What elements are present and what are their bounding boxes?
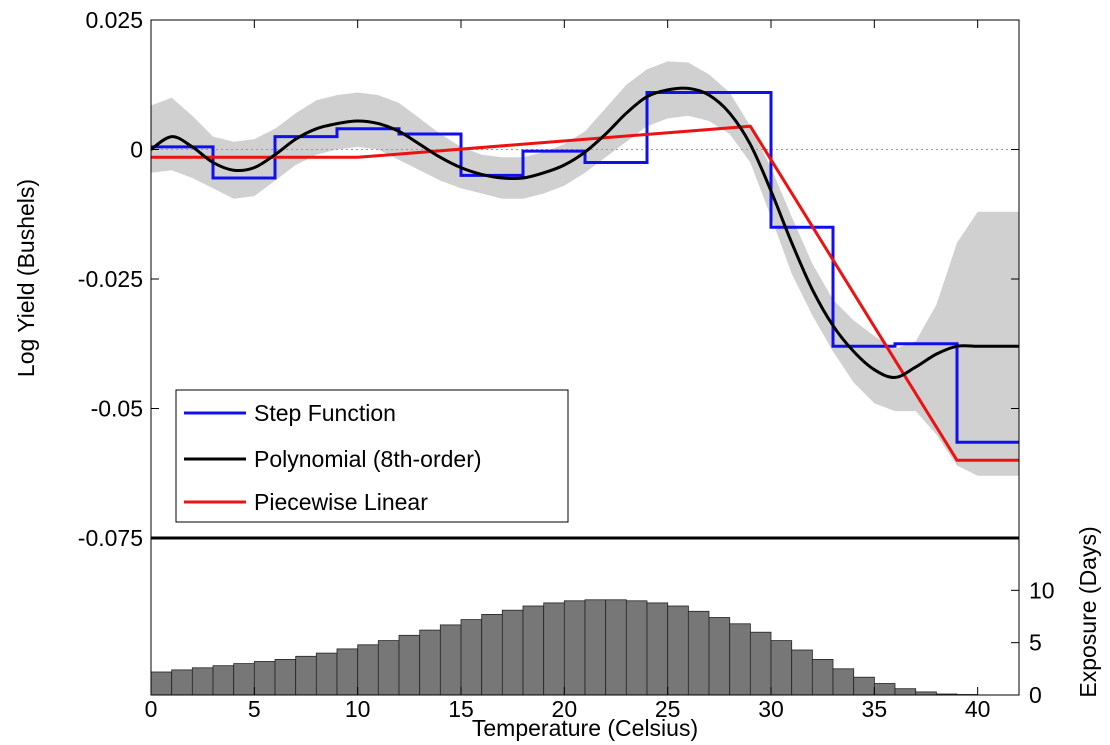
series-step-function <box>151 91 1019 444</box>
x-tick-label: 40 <box>965 696 991 722</box>
exposure-panel: 0 5 10 Exposure (Days) 0 5 10 15 20 25 30 35 40 Te… <box>145 20 1101 741</box>
yield-panel: 0.025 0 -0.025 -0.05 -0.075 Log Yield (Bushe… <box>13 7 1020 551</box>
exposure-bar <box>295 655 317 696</box>
exposure-tick-label: 0 <box>1029 682 1042 708</box>
exposure-bar <box>894 688 917 696</box>
exposure-tick-label: 5 <box>1029 630 1042 656</box>
exposure-bar <box>853 676 875 696</box>
exposure-bar <box>687 610 710 696</box>
x-tick-label: 10 <box>345 696 371 722</box>
y-tick-label: 0.025 <box>85 7 143 33</box>
exposure-y-tick-layer: 0 5 10 <box>1011 577 1055 708</box>
series-layer <box>151 86 1019 462</box>
exposure-bar <box>481 614 503 696</box>
exposure-bar <box>233 663 255 696</box>
exposure-bar <box>646 602 669 696</box>
x-tick-layer: 0 5 10 15 20 25 30 35 40 <box>145 20 991 722</box>
x-tick-label: 30 <box>758 696 784 722</box>
exposure-bar <box>605 599 627 696</box>
y-tick-label: -0.075 <box>78 525 143 551</box>
confidence-band-layer <box>151 61 1019 476</box>
x-tick-label: 5 <box>248 696 261 722</box>
exposure-bar <box>749 631 772 696</box>
exposure-axis-label: Exposure (Days) <box>1075 526 1101 697</box>
exposure-bar <box>729 623 751 696</box>
exposure-bar <box>811 659 834 696</box>
series-polynomial <box>151 86 1019 379</box>
exposure-bar <box>832 668 855 696</box>
legend-label-linear: Piecewise Linear <box>254 489 428 515</box>
exposure-bar <box>770 640 793 696</box>
exposure-bar <box>501 609 524 696</box>
exposure-bar <box>191 667 214 696</box>
exposure-bar-layer <box>150 599 979 696</box>
exposure-bar <box>563 600 586 696</box>
exposure-bar <box>708 617 731 696</box>
y-tick-label: 0 <box>130 137 143 163</box>
x-tick-label: 35 <box>862 696 888 722</box>
exposure-bar <box>315 652 338 696</box>
exposure-bar <box>357 644 379 696</box>
legend-label-step: Step Function <box>254 400 396 426</box>
x-tick-label: 15 <box>448 696 474 722</box>
y-axis-label: Log Yield (Bushels) <box>13 179 39 377</box>
y-tick-label: -0.05 <box>91 396 143 422</box>
x-tick-label: 25 <box>655 696 681 722</box>
exposure-tick-label: 10 <box>1029 577 1055 603</box>
exposure-bar <box>460 619 483 696</box>
exposure-bar <box>419 629 441 696</box>
exposure-bar <box>336 648 359 696</box>
x-tick-label: 0 <box>145 696 158 722</box>
x-tick-label: 20 <box>552 696 578 722</box>
legend-label-polynomial: Polynomial (8th-order) <box>254 446 482 472</box>
exposure-bar <box>398 634 421 696</box>
exposure-bar <box>625 600 648 696</box>
exposure-bar <box>873 683 896 696</box>
exposure-bar <box>253 661 276 696</box>
exposure-bar <box>171 669 193 696</box>
legend: Step Function Polynomial (8th-order) Pie… <box>175 389 569 523</box>
exposure-bar <box>212 665 235 696</box>
exposure-bar <box>377 640 400 696</box>
exposure-bar <box>791 649 813 696</box>
exposure-bar <box>522 605 545 696</box>
series-piecewise-linear <box>151 124 1019 462</box>
exposure-bar <box>584 599 607 696</box>
exposure-bar <box>667 605 689 696</box>
exposure-bar <box>274 659 297 696</box>
exposure-bar <box>543 602 565 696</box>
exposure-bar <box>150 671 173 696</box>
y-tick-label: -0.025 <box>78 266 143 292</box>
x-axis-label: Temperature (Celsius) <box>472 715 698 741</box>
confidence-band <box>151 61 1019 476</box>
exposure-bar <box>439 624 462 696</box>
